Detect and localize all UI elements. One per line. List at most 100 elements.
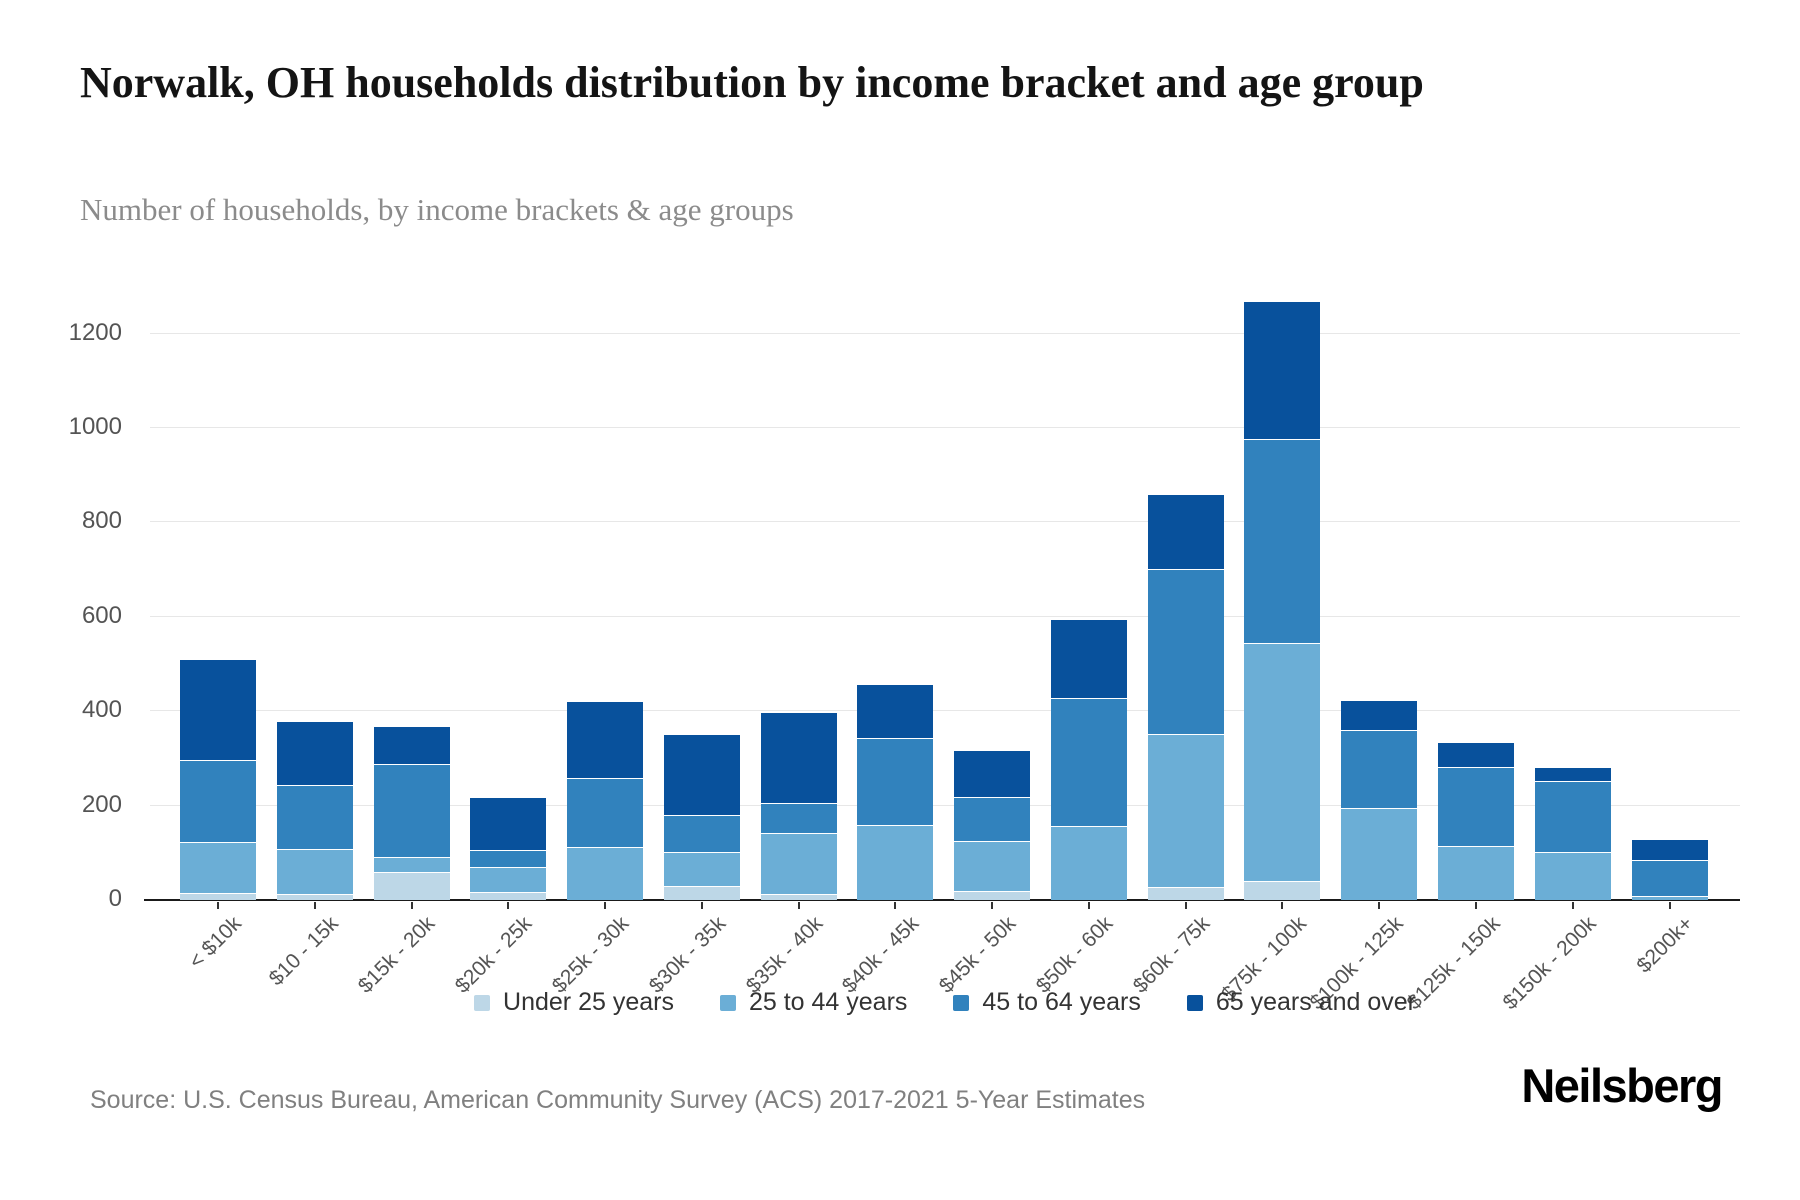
x-axis-tick-label: $40k - 45k <box>838 912 924 998</box>
bar-segment-65 years and over[interactable] <box>1631 838 1708 861</box>
page-title: Norwalk, OH households distribution by i… <box>80 58 1424 107</box>
bar-segment-65 years and over[interactable] <box>857 683 934 739</box>
bar-segment-65 years and over[interactable] <box>1438 741 1514 768</box>
bar-$200k+ <box>1631 838 1708 900</box>
bar-$100k - 125k <box>1341 699 1418 900</box>
bar-segment-45 to 64 years[interactable] <box>954 797 1031 842</box>
bar-segment-45 to 64 years[interactable] <box>1534 781 1611 852</box>
bar-segment-25 to 44 years[interactable] <box>663 851 740 886</box>
legend-item-Under 25 years[interactable]: Under 25 years <box>474 988 674 1017</box>
x-axis-tick-label: $30k - 35k <box>644 912 731 998</box>
x-axis-tick <box>1571 902 1574 909</box>
bar-segment-65 years and over[interactable] <box>567 701 644 779</box>
bar-segment-Under 25 years[interactable] <box>760 894 837 900</box>
bar-segment-25 to 44 years[interactable] <box>470 866 547 892</box>
x-axis-tick <box>1668 902 1671 909</box>
bar-segment-65 years and over[interactable] <box>276 720 353 785</box>
x-axis-tick <box>991 902 994 909</box>
gridline <box>150 804 1740 806</box>
bar-segment-Under 25 years[interactable] <box>954 890 1031 900</box>
x-axis-tick <box>1087 902 1090 909</box>
bar-segment-25 to 44 years[interactable] <box>857 825 934 900</box>
x-axis-tick-label: $10 - 15k <box>264 912 344 991</box>
chart-plot <box>144 270 1740 909</box>
legend-item-25 to 44 years[interactable]: 25 to 44 years <box>719 988 908 1017</box>
bar-segment-45 to 64 years[interactable] <box>180 760 256 842</box>
bar-segment-25 to 44 years[interactable] <box>1438 845 1514 900</box>
x-axis-tick-label: $60k - 75k <box>1128 912 1214 998</box>
legend-item-45 to 64 years[interactable]: 45 to 64 years <box>953 988 1141 1017</box>
bar-segment-25 to 44 years[interactable] <box>276 849 353 895</box>
bar-segment-25 to 44 years[interactable] <box>1244 643 1321 882</box>
bar-segment-65 years and over[interactable] <box>1341 699 1418 730</box>
bar-segment-25 to 44 years[interactable] <box>1147 734 1224 888</box>
bar-segment-65 years and over[interactable] <box>180 659 256 761</box>
bar-segment-65 years and over[interactable] <box>1050 619 1127 699</box>
x-axis-tick-label: $200k+ <box>1632 912 1698 978</box>
bar-segment-45 to 64 years[interactable] <box>663 815 740 852</box>
bar-segment-45 to 64 years[interactable] <box>1147 569 1224 735</box>
bar-segment-65 years and over[interactable] <box>760 711 837 803</box>
bar-segment-45 to 64 years[interactable] <box>1631 860 1708 897</box>
bar-segment-Under 25 years[interactable] <box>1147 887 1224 900</box>
bar-segment-25 to 44 years[interactable] <box>567 847 644 900</box>
bar-segment-25 to 44 years[interactable] <box>180 841 256 893</box>
legend-label: 25 to 44 years <box>748 988 908 1016</box>
bar-segment-Under 25 years[interactable] <box>470 891 547 900</box>
bar-segment-25 to 44 years[interactable] <box>1534 851 1611 900</box>
bar-segment-25 to 44 years[interactable] <box>760 833 837 895</box>
legend-label: 45 to 64 years <box>982 988 1141 1016</box>
bar-segment-Under 25 years[interactable] <box>663 885 740 900</box>
bar-segment-25 to 44 years[interactable] <box>1050 825 1127 900</box>
bar-segment-65 years and over[interactable] <box>663 734 740 816</box>
legend-swatch-icon <box>719 994 736 1011</box>
y-axis-tick-label: 600 <box>81 601 122 629</box>
bar-segment-45 to 64 years[interactable] <box>1438 767 1514 846</box>
legend-item-65 years and over[interactable]: 65 years and over <box>1186 988 1416 1017</box>
chart-legend: Under 25 years 25 to 44 years 45 to 64 yea… <box>150 988 1740 1017</box>
x-axis-tick-label: $15k - 20k <box>354 912 440 998</box>
x-axis-tick-label: $45k - 50k <box>934 912 1021 998</box>
gridline <box>150 427 1740 428</box>
gridline <box>150 615 1740 617</box>
bar-segment-65 years and over[interactable] <box>470 796 547 850</box>
x-axis-tick <box>604 902 607 909</box>
bar-segment-45 to 64 years[interactable] <box>760 802 837 834</box>
bar-segment-45 to 64 years[interactable] <box>567 778 644 848</box>
bar-segment-45 to 64 years[interactable] <box>373 764 450 857</box>
bar-segment-45 to 64 years[interactable] <box>1341 729 1418 808</box>
bar-segment-Under 25 years[interactable] <box>180 892 256 900</box>
bar-$60k - 75k <box>1147 494 1224 900</box>
bar-segment-Under 25 years[interactable] <box>1244 881 1321 900</box>
x-axis-tick-label: $50k - 60k <box>1031 912 1118 998</box>
bar-segment-45 to 64 years[interactable] <box>1050 698 1127 826</box>
bar-segment-25 to 44 years[interactable] <box>373 856 450 873</box>
bar-$30k - 35k <box>663 734 740 900</box>
bar-segment-45 to 64 years[interactable] <box>1244 439 1321 644</box>
bar-segment-45 to 64 years[interactable] <box>276 784 353 850</box>
x-axis-tick <box>313 902 316 909</box>
bar-segment-65 years and over[interactable] <box>1534 766 1611 782</box>
bar-$25k - 30k <box>567 701 644 900</box>
bar-$10 - 15k <box>276 720 353 900</box>
legend-label: 65 years and over <box>1215 988 1416 1016</box>
bar-segment-65 years and over[interactable] <box>1147 494 1224 570</box>
bar-segment-65 years and over[interactable] <box>1244 301 1321 440</box>
source-note: Source: U.S. Census Bureau, American Com… <box>90 1086 1146 1114</box>
gridline <box>150 710 1740 712</box>
x-axis-tick-label: $35k - 40k <box>741 912 827 998</box>
x-axis-tick <box>1378 902 1381 909</box>
bar-segment-25 to 44 years[interactable] <box>1341 807 1418 900</box>
bar-segment-25 to 44 years[interactable] <box>1631 896 1708 900</box>
bar-segment-65 years and over[interactable] <box>373 726 450 765</box>
bar-segment-Under 25 years[interactable] <box>276 894 353 900</box>
bar-segment-25 to 44 years[interactable] <box>954 841 1031 891</box>
bar-$150k - 200k <box>1534 766 1611 900</box>
x-axis-tick-label: < $10k <box>184 912 247 974</box>
bar-segment-45 to 64 years[interactable] <box>470 849 547 867</box>
bar-segment-45 to 64 years[interactable] <box>857 738 934 826</box>
bar-segment-65 years and over[interactable] <box>954 750 1031 798</box>
x-axis-tick <box>894 902 897 909</box>
bar-$15k - 20k <box>373 726 450 900</box>
bar-segment-Under 25 years[interactable] <box>373 872 450 900</box>
